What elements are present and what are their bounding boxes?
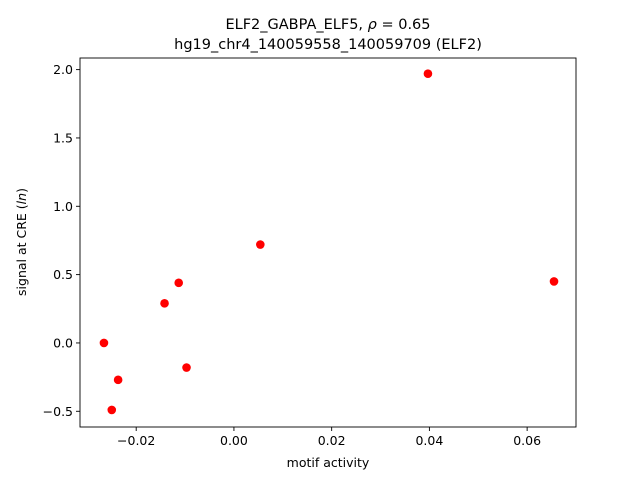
plot-frame [79,57,577,428]
x-axis-label: motif activity [287,455,370,470]
data-point-5 [174,278,184,288]
x-tick-label-4: 0.04 [415,433,443,448]
x-tick-label-2: 0.00 [220,433,248,448]
data-point-1 [99,338,109,348]
y-tick-label-5: 1.5 [53,130,73,145]
data-point-7 [256,240,265,249]
chart-title: ELF2_GABPA_ELF5, ρ = 0.65 [225,17,430,33]
points-layer [99,69,559,415]
y-ticks: −0.5 0.0 0.5 1.0 1.5 2.0 [43,62,80,419]
y-tick-label-1: −0.5 [43,404,73,419]
chart-subtitle: hg19_chr4_140059558_140059709 (ELF2) [174,37,482,53]
x-tick-label-5: 0.06 [513,433,541,448]
data-point-9 [549,277,559,286]
y-tick-label-6: 2.0 [53,62,73,77]
data-point-6 [182,363,191,372]
y-tick-label-4: 1.0 [53,199,73,214]
data-point-3 [113,375,123,385]
x-tick-label-3: 0.02 [318,433,346,448]
y-tick-label-2: 0.0 [53,335,73,350]
y-tick-label-3: 0.5 [53,267,73,282]
data-point-4 [160,299,169,308]
x-ticks: −0.02 0.00 0.02 0.04 0.06 [117,427,541,448]
y-axis-label: signal at CRE (ln) [14,188,29,296]
x-tick-label-1: −0.02 [117,433,155,448]
data-point-2 [107,405,117,415]
data-point-8 [423,69,433,79]
